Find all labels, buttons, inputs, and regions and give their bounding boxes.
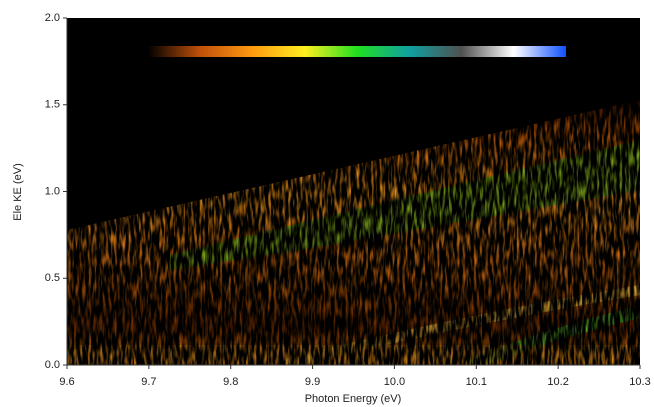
x-tick-label: 10.3: [629, 376, 650, 388]
x-tick-label: 10.0: [384, 376, 405, 388]
x-tick-label: 10.2: [547, 376, 568, 388]
x-tick-label: 9.8: [223, 376, 238, 388]
colorbar: [148, 46, 566, 57]
x-axis-label: Photon Energy (eV): [305, 393, 402, 405]
y-tick-label: 1.0: [45, 185, 60, 197]
y-tick-label: 2.0: [45, 12, 60, 24]
y-tick-label: 1.5: [45, 99, 60, 111]
x-tick-label: 9.7: [141, 376, 156, 388]
x-tick-label: 9.9: [305, 376, 320, 388]
green-region: [170, 140, 640, 270]
x-tick-label: 10.1: [466, 376, 487, 388]
bottom-band: [67, 345, 640, 365]
y-tick-label: 0.5: [45, 272, 60, 284]
y-axis-label: Ele KE (eV): [12, 163, 24, 220]
y-tick-label: 0.0: [45, 359, 60, 371]
heatmap: [67, 100, 640, 365]
x-tick-label: 9.6: [59, 376, 74, 388]
